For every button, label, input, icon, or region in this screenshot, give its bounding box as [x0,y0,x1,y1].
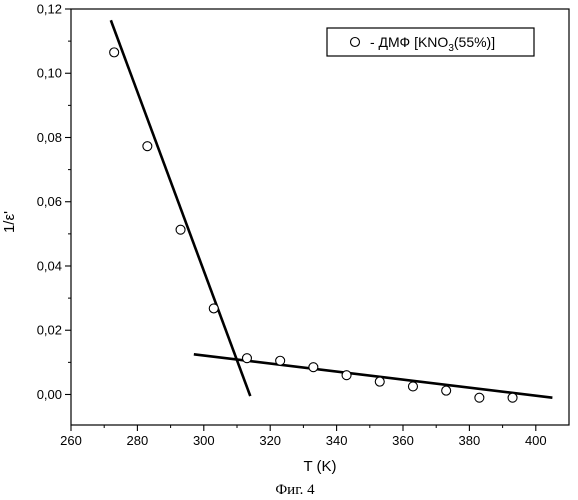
y-tick-label: 0,10 [37,66,62,81]
y-axis-title: 1/ε' [1,211,18,233]
data-point [342,371,351,380]
data-point [375,377,384,386]
data-point [309,363,318,372]
data-point [110,48,119,57]
x-tick-label: 320 [259,433,281,448]
x-tick-label: 260 [60,433,82,448]
data-point [475,393,484,402]
x-tick-label: 300 [193,433,215,448]
fit-line [111,20,250,396]
y-tick-label: 0,08 [37,130,62,145]
data-point [276,356,285,365]
y-tick-label: 0,00 [37,387,62,402]
data-point [442,386,451,395]
y-tick-label: 0,02 [37,323,62,338]
data-points [110,48,517,402]
data-point [143,142,152,151]
data-point [176,225,185,234]
y-tick-label: 0,12 [37,2,62,17]
legend-label-suffix: (55%)] [454,34,495,50]
legend-label-prefix: - ДМФ [KNO [370,34,448,50]
tick-labels: 260 280 300 320 340 360 380 400 0,00 0,02 0,04 0,06… [37,2,547,449]
x-tick-label: 380 [459,433,481,448]
y-tick-label: 0,06 [37,194,62,209]
data-point [408,382,417,391]
x-tick-label: 280 [127,433,149,448]
x-tick-label: 400 [525,433,547,448]
y-tick-label: 0,04 [37,258,62,273]
fit-lines [111,20,553,397]
data-point [508,393,517,402]
figure-caption: Фиг. 4 [275,482,315,498]
data-point [209,304,218,313]
legend: - ДМФ [KNO3(55%)] [327,28,534,56]
plot-frame [71,9,569,425]
legend-marker [351,38,360,47]
data-point [242,354,251,363]
legend-label: - ДМФ [KNO3(55%)] [370,34,495,54]
x-tick-label: 360 [392,433,414,448]
x-tick-label: 340 [326,433,348,448]
x-axis-title: T (K) [303,458,336,475]
